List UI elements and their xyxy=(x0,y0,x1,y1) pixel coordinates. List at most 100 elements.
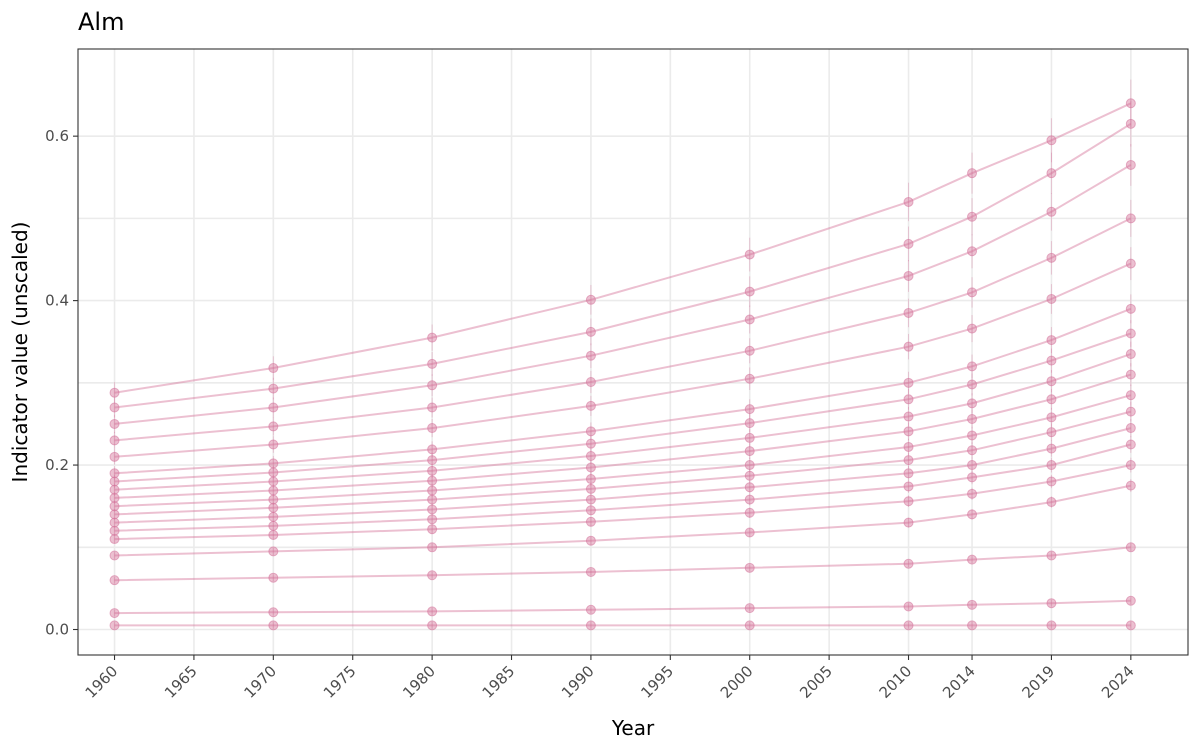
data-point xyxy=(585,294,596,305)
data-point xyxy=(744,432,755,443)
data-point xyxy=(109,468,120,479)
data-point xyxy=(903,481,914,492)
data-point xyxy=(903,411,914,422)
y-tick-label: 0.6 xyxy=(45,127,69,145)
y-tick-label: 0.2 xyxy=(45,456,69,474)
data-point xyxy=(268,383,279,394)
x-tick-label: 2014 xyxy=(939,662,979,702)
series-line xyxy=(114,262,1132,458)
data-point xyxy=(268,421,279,432)
data-point xyxy=(1046,427,1057,438)
panel-border xyxy=(77,48,1189,656)
data-point xyxy=(967,414,978,425)
data-point xyxy=(1046,335,1057,346)
series-group xyxy=(109,144,1136,434)
data-point xyxy=(1125,369,1136,380)
data-point xyxy=(1046,206,1057,217)
data-point xyxy=(1125,423,1136,434)
data-point xyxy=(427,620,438,631)
series-line xyxy=(114,464,1132,541)
data-point xyxy=(109,476,120,487)
data-point xyxy=(744,470,755,481)
data-point xyxy=(427,504,438,515)
series-line xyxy=(114,546,1131,582)
data-point xyxy=(585,350,596,361)
data-point xyxy=(268,439,279,450)
series-group xyxy=(109,384,1136,512)
data-point xyxy=(744,494,755,505)
series-line xyxy=(114,599,1131,615)
x-tick-label: 1965 xyxy=(161,662,201,702)
data-point xyxy=(585,377,596,388)
y-axis-title: Indicator value (unscaled) xyxy=(8,222,32,483)
data-point xyxy=(585,516,596,527)
x-axis-ticks: 1960 1965 1970 1975 1980 1985 1990 1995 2000 2005… xyxy=(82,655,1138,702)
data-point xyxy=(967,430,978,441)
data-point xyxy=(427,606,438,617)
data-point xyxy=(109,484,120,495)
data-point xyxy=(1046,598,1057,609)
data-point xyxy=(1046,497,1057,508)
data-point xyxy=(427,380,438,391)
series-line xyxy=(114,307,1132,475)
data-point xyxy=(585,451,596,462)
data-point xyxy=(1046,550,1057,561)
data-point xyxy=(744,373,755,384)
data-point xyxy=(109,402,120,413)
data-point xyxy=(1046,376,1057,387)
series-layer xyxy=(109,79,1136,631)
series-line xyxy=(114,353,1132,491)
data-point xyxy=(1046,293,1057,304)
data-point xyxy=(109,550,120,561)
data-point xyxy=(903,394,914,405)
data-point xyxy=(744,314,755,325)
data-point xyxy=(268,502,279,513)
data-point xyxy=(268,402,279,413)
data-point xyxy=(967,323,978,334)
data-point xyxy=(903,620,914,631)
data-point xyxy=(744,418,755,429)
series-group xyxy=(109,479,1136,561)
data-point xyxy=(967,460,978,471)
data-point xyxy=(967,246,978,257)
data-point xyxy=(427,465,438,476)
data-point xyxy=(1125,328,1136,339)
x-tick-label: 1975 xyxy=(320,662,360,702)
data-point xyxy=(967,361,978,372)
data-point xyxy=(967,211,978,222)
major-grid-y xyxy=(78,135,1188,631)
data-point xyxy=(744,603,755,614)
data-point xyxy=(585,566,596,577)
x-tick-label: 2019 xyxy=(1019,662,1059,702)
data-point xyxy=(1046,412,1057,423)
data-point xyxy=(1046,355,1057,366)
data-point xyxy=(427,524,438,535)
data-point xyxy=(427,423,438,434)
data-point xyxy=(109,620,120,631)
series-group xyxy=(109,418,1136,528)
data-point xyxy=(109,534,120,545)
data-point xyxy=(1046,394,1057,405)
data-point xyxy=(585,438,596,449)
data-point xyxy=(109,608,120,619)
data-point xyxy=(967,445,978,456)
series-line xyxy=(114,373,1132,499)
data-point xyxy=(109,387,120,398)
data-point xyxy=(967,488,978,499)
data-point xyxy=(427,332,438,343)
series-group xyxy=(109,320,1136,489)
series-group xyxy=(109,401,1136,520)
x-tick-label: 1995 xyxy=(637,662,677,702)
data-point xyxy=(585,326,596,337)
data-point xyxy=(744,460,755,471)
series-line xyxy=(114,332,1132,483)
data-point xyxy=(744,249,755,260)
series-group xyxy=(109,620,1136,631)
data-point xyxy=(1125,460,1136,471)
data-point xyxy=(1125,118,1136,129)
data-point xyxy=(268,363,279,374)
data-point xyxy=(268,607,279,618)
x-tick-label: 1990 xyxy=(558,662,598,702)
data-point xyxy=(585,483,596,494)
